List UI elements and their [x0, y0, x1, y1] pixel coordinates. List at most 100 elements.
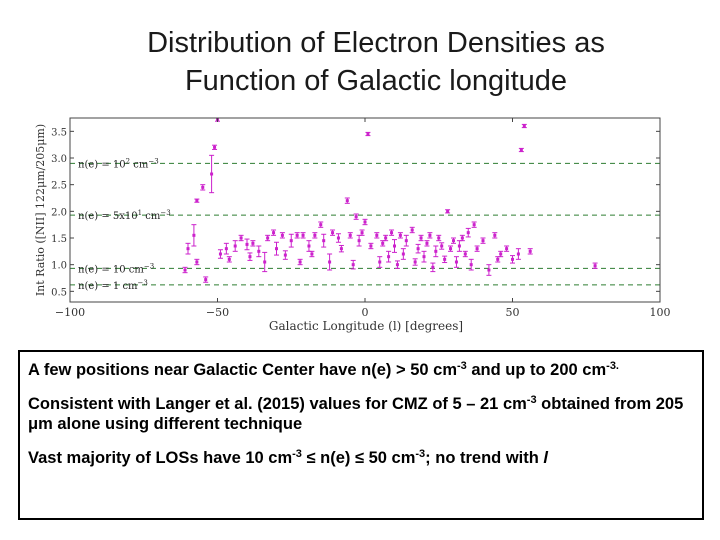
note-paragraph-2: Consistent with Langer et al. (2015) val…	[28, 394, 694, 434]
point-marker	[466, 231, 470, 235]
notes-text-box: A few positions near Galactic Center hav…	[18, 350, 704, 520]
point-marker	[357, 239, 361, 243]
data-point-0-83	[492, 232, 498, 239]
data-point-0-87	[510, 255, 515, 264]
y-tick-label-4: 2.5	[51, 181, 67, 192]
data-point-0-65	[430, 262, 436, 273]
point-marker	[295, 233, 299, 237]
data-point-0-51	[386, 250, 392, 263]
reference-label-2: n(e) = 10 cm−3	[78, 262, 154, 275]
point-marker	[366, 132, 370, 136]
data-point-0-53	[392, 239, 397, 253]
point-marker	[419, 236, 423, 240]
point-marker	[251, 241, 255, 245]
point-marker	[322, 239, 326, 243]
data-point-0-33	[321, 233, 327, 248]
data-point-0-10	[217, 249, 223, 259]
data-point-0-15	[244, 238, 250, 251]
point-marker	[275, 247, 278, 251]
note2-sup-a: -3	[526, 394, 537, 406]
point-marker	[434, 249, 438, 253]
point-marker	[387, 255, 391, 259]
point-marker	[195, 199, 199, 203]
point-marker	[449, 247, 453, 251]
slide-title-line2: Function of Galactic longitude	[184, 65, 568, 97]
point-marker	[472, 223, 476, 227]
x-tick-label-2: 0	[362, 306, 369, 319]
data-point-0-62	[421, 250, 427, 263]
point-marker	[345, 199, 349, 203]
data-point-0-50	[383, 234, 389, 242]
point-marker	[239, 236, 243, 240]
note-paragraph-1: A few positions near Galactic Center hav…	[28, 360, 694, 380]
data-point-0-78	[468, 258, 474, 271]
data-point-0-14	[238, 234, 244, 242]
data-point-0-40	[350, 259, 356, 270]
point-marker	[431, 265, 435, 269]
data-point-0-52	[389, 229, 395, 236]
point-marker	[395, 263, 399, 267]
data-point-0-12	[226, 256, 232, 263]
data-point-0-60	[415, 243, 421, 254]
reference-label-0: n(e) = 102 cm−3	[78, 157, 159, 170]
data-point-0-68	[439, 242, 445, 250]
point-marker	[328, 260, 332, 264]
x-tick-label-4: 100	[650, 306, 671, 319]
y-tick-label-1: 1.0	[51, 261, 67, 272]
y-tick-label-3: 2.0	[51, 207, 67, 218]
point-marker	[280, 233, 284, 237]
point-marker	[460, 236, 464, 240]
data-point-0-37	[338, 244, 344, 253]
point-marker	[401, 252, 405, 256]
point-marker	[339, 247, 343, 251]
point-marker	[440, 244, 444, 248]
data-point-0-76	[462, 250, 468, 258]
data-point-0-49	[380, 240, 386, 247]
point-marker	[443, 257, 447, 261]
point-marker	[213, 145, 217, 149]
point-marker	[257, 249, 261, 253]
data-point-0-59	[412, 258, 418, 266]
point-marker	[201, 185, 205, 189]
x-tick-label-1: −50	[206, 306, 229, 319]
point-marker	[218, 252, 222, 256]
point-marker	[457, 244, 461, 248]
data-point-0-91	[527, 248, 533, 255]
x-tick-label-3: 50	[506, 306, 520, 319]
point-marker	[369, 244, 373, 248]
point-marker	[298, 260, 302, 264]
point-marker	[413, 260, 417, 264]
point-marker	[511, 257, 514, 261]
y-axis-label: Int Ratio ([NII] 122μm/205μm)	[34, 124, 47, 296]
data-point-0-79	[471, 221, 477, 228]
data-point-0-29	[306, 240, 312, 252]
point-marker	[331, 231, 335, 235]
point-marker	[363, 220, 367, 224]
point-marker	[499, 252, 503, 256]
data-point-0-34	[327, 253, 333, 271]
note3-sup-a: -3	[292, 448, 302, 460]
data-point-0-6	[185, 242, 191, 255]
data-point-0-43	[359, 229, 365, 236]
point-marker	[519, 148, 523, 152]
data-point-0-63	[424, 240, 430, 247]
point-marker	[348, 233, 352, 237]
plot-frame	[69, 117, 661, 303]
data-point-0-20	[265, 234, 271, 242]
data-point-0-3	[212, 144, 218, 150]
y-tick-label-0: 0.5	[51, 287, 67, 298]
slide-title: Distribution of Electron Densities as Fu…	[40, 24, 712, 100]
point-marker	[528, 249, 532, 253]
point-marker	[381, 241, 385, 245]
point-marker	[410, 228, 414, 232]
data-point-0-48	[377, 256, 383, 268]
point-marker	[378, 260, 382, 264]
point-marker	[248, 255, 252, 259]
point-marker	[313, 233, 317, 237]
data-point-0-2	[209, 154, 215, 194]
data-point-0-41	[353, 213, 359, 220]
point-marker	[310, 252, 314, 256]
data-point-0-77	[465, 227, 471, 238]
data-point-0-35	[330, 229, 336, 236]
data-point-0-46	[368, 242, 374, 250]
